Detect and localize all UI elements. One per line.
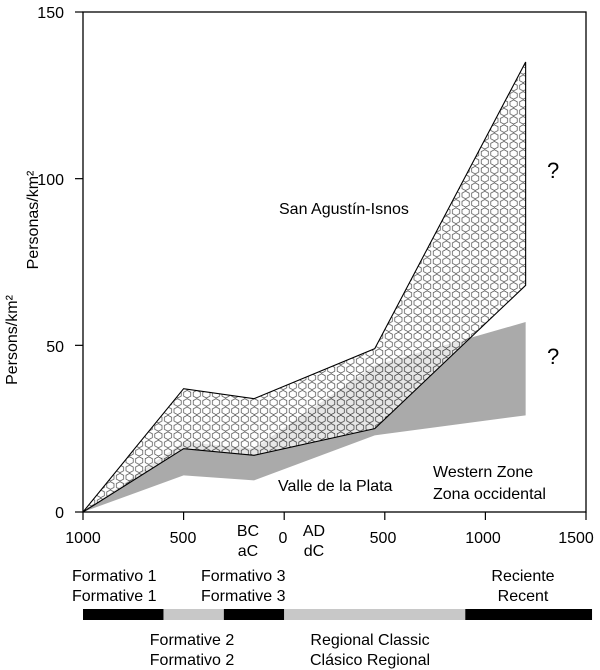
period-label-reciente: Reciente <box>491 568 554 585</box>
y-tick-label-1: 50 <box>46 339 64 356</box>
period-label-clasico-regional: Clásico Regional <box>310 652 430 669</box>
y-axis-label-en: Persons/km² <box>4 294 21 384</box>
period-label-formative-1: Formative 1 <box>72 588 157 605</box>
san-agustin-band <box>82 61 527 513</box>
era-label-dc: dC <box>304 543 324 560</box>
period-segment-4 <box>465 609 593 620</box>
period-bar <box>83 609 593 620</box>
question-mark-upper: ? <box>547 158 559 183</box>
period-label-formative-2: Formative 2 <box>150 632 235 649</box>
era-label-ac: aC <box>238 543 258 560</box>
san-agustin-area <box>82 61 527 513</box>
annotation-zona-occidental: Zona occidental <box>433 486 546 503</box>
annotation-san-agustin: San Agustín-Isnos <box>279 201 409 218</box>
period-segment-1 <box>163 609 224 620</box>
period-label-formative-3: Formative 3 <box>201 588 286 605</box>
period-segment-0 <box>83 609 164 620</box>
period-segment-3 <box>284 609 466 620</box>
x-tick-label-0: 1000 <box>65 530 101 547</box>
x-tick-label-2: 0 <box>279 530 288 547</box>
axis-ticks <box>75 11 587 520</box>
era-label-bc: BC <box>237 523 259 540</box>
period-label-regional-classic: Regional Classic <box>310 632 429 649</box>
x-tick-label-1: 500 <box>170 530 197 547</box>
x-tick-label-4: 1000 <box>465 530 501 547</box>
question-mark-lower: ? <box>547 344 559 369</box>
era-label-ad: AD <box>303 523 325 540</box>
x-tick-label-3: 500 <box>370 530 397 547</box>
y-tick-label-2: 100 <box>37 172 64 189</box>
period-label-formativo-1: Formativo 1 <box>72 568 157 585</box>
y-tick-label-3: 150 <box>37 5 64 22</box>
annotation-valle-de-la-plata: Valle de la Plata <box>278 478 393 495</box>
plot-frame <box>82 11 587 513</box>
period-label-formativo-3: Formativo 3 <box>201 568 286 585</box>
annotation-western-zone: Western Zone <box>433 464 533 481</box>
y-tick-label-0: 0 <box>55 505 64 522</box>
x-tick-label-5: 1500 <box>558 530 594 547</box>
period-label-formativo-2: Formativo 2 <box>150 652 235 669</box>
y-axis-label-es: Personas/km² <box>25 170 42 269</box>
period-segment-2 <box>223 609 285 620</box>
period-label-recent: Recent <box>498 588 549 605</box>
